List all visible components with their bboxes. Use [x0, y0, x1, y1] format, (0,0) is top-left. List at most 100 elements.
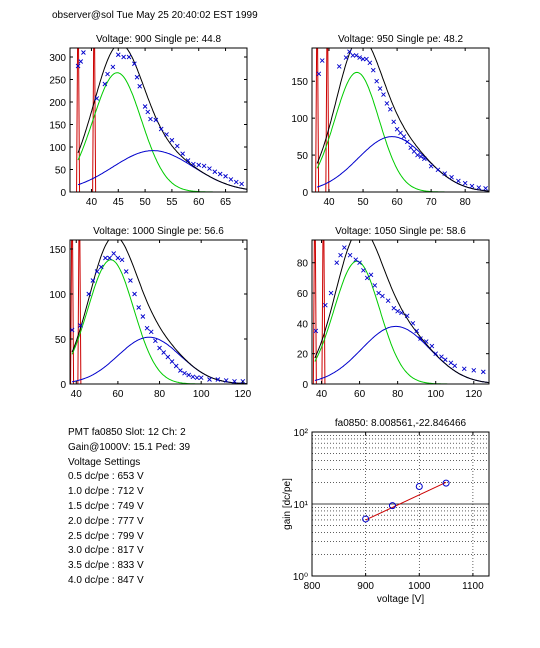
plot-area-5	[312, 432, 489, 576]
double-pe-curve	[314, 325, 489, 384]
data-point	[350, 53, 356, 58]
single-pe-curve	[77, 72, 247, 192]
data-point	[360, 56, 366, 62]
voltage-setting-0: 0.5 dc/pe : 653 V	[68, 471, 144, 483]
data-point	[173, 363, 179, 369]
x-tick-label: 40	[86, 197, 98, 208]
pedestal-spike	[325, 48, 330, 192]
pmt-id-line: PMT fa0850 Slot: 12 Ch: 2	[68, 427, 186, 438]
data-point	[123, 269, 129, 274]
data-point	[347, 49, 352, 55]
y-tick-label: 300	[49, 53, 66, 64]
data-point	[144, 325, 150, 331]
data-point	[391, 305, 397, 311]
data-point	[461, 366, 467, 372]
data-point	[353, 53, 359, 58]
total-fit-curve	[71, 240, 247, 384]
data-point	[449, 174, 454, 180]
data-point	[94, 269, 100, 274]
data-point	[372, 283, 378, 288]
total-fit-curve	[316, 48, 489, 192]
data-point	[201, 163, 207, 169]
x-tick-label: 40	[316, 389, 328, 400]
data-point	[357, 55, 362, 60]
gain-line: Gain@1000V: 15.1 Ped: 39	[68, 441, 191, 453]
header-line: observer@sol Tue May 25 20:40:02 EST 199…	[52, 10, 258, 21]
x-tick-label: 60	[112, 389, 124, 400]
x-tick-label: 50	[140, 197, 152, 208]
x-tick-label: 40	[323, 197, 335, 208]
data-point	[185, 158, 191, 163]
y-tick-label: 0	[60, 380, 66, 391]
gain-fit-line	[365, 481, 447, 521]
data-point	[186, 372, 192, 378]
data-point	[353, 257, 359, 263]
data-point	[223, 173, 228, 179]
x-axis-label: voltage [V]	[377, 594, 424, 605]
data-point	[232, 378, 237, 384]
x-tick-label: 60	[354, 389, 366, 400]
data-point	[75, 63, 81, 69]
data-point	[121, 54, 126, 60]
data-point	[480, 369, 486, 375]
data-point	[347, 252, 353, 258]
chart-title-2: Voltage: 950 Single pe: 48.2	[338, 34, 464, 45]
y-tick-label: 250	[49, 76, 66, 87]
chart-5: fa0850: 8.008561,-22.846466 800 900 1000 110…	[282, 418, 490, 605]
data-point	[361, 267, 366, 273]
data-point	[90, 278, 96, 283]
data-point	[456, 178, 461, 184]
axes-frame-3	[69, 239, 248, 385]
chart-2: Voltage: 950 Single pe: 48.2 40 50 60 70 80 0 5…	[291, 34, 490, 208]
data-point	[398, 130, 403, 136]
gain-point	[388, 502, 396, 510]
x-tick-label: 65	[220, 197, 232, 208]
y-tick-label: 100	[49, 143, 66, 154]
x-tick-label: 120	[465, 389, 482, 400]
data-point	[401, 134, 407, 139]
data-point	[81, 50, 86, 55]
data-point	[435, 167, 441, 173]
plot-area-1	[75, 48, 247, 192]
voltage-setting-3: 2.0 dc/pe : 777 V	[68, 515, 144, 527]
x-tick-label: 60	[193, 197, 205, 208]
gain-point	[362, 515, 370, 523]
data-point	[102, 81, 108, 87]
voltage-setting-1: 1.0 dc/pe : 712 V	[68, 486, 144, 498]
data-point	[157, 345, 162, 351]
data-point	[115, 52, 121, 58]
y-tick-label: 80	[297, 259, 309, 270]
plot-area-4	[312, 240, 489, 384]
data-point	[86, 291, 92, 297]
x-tick-label: 40	[71, 389, 83, 400]
data-point	[377, 86, 383, 91]
data-point	[228, 177, 234, 182]
data-point	[164, 132, 169, 137]
axes-frame-1	[69, 47, 248, 193]
data-point	[148, 116, 153, 122]
data-point	[169, 137, 175, 143]
data-point	[207, 377, 212, 382]
axes-frame-4	[311, 239, 490, 385]
data-point	[367, 60, 373, 66]
y-tick-label: 40	[297, 319, 309, 330]
data-point	[336, 64, 342, 69]
y-tick-label: 20	[297, 350, 309, 361]
data-point	[433, 351, 439, 357]
data-point	[119, 257, 125, 263]
data-point	[132, 291, 137, 297]
data-point	[78, 59, 84, 64]
y-tick-label: 50	[297, 151, 309, 162]
x-tick-label: 1100	[462, 581, 484, 592]
data-point	[387, 106, 393, 112]
x-tick-label: 70	[426, 197, 438, 208]
chart-title-4: Voltage: 1050 Single pe: 58.6	[335, 226, 466, 237]
pedestal-spike	[315, 48, 320, 192]
data-point	[469, 183, 475, 189]
chart-title-1: Voltage: 900 Single pe: 44.8	[96, 34, 222, 45]
x-tick-label: 120	[234, 389, 251, 400]
data-point	[483, 185, 488, 191]
data-point	[142, 104, 148, 109]
voltage-setting-6: 3.5 dc/pe : 833 V	[68, 560, 144, 572]
x-tick-label: 800	[304, 581, 321, 592]
